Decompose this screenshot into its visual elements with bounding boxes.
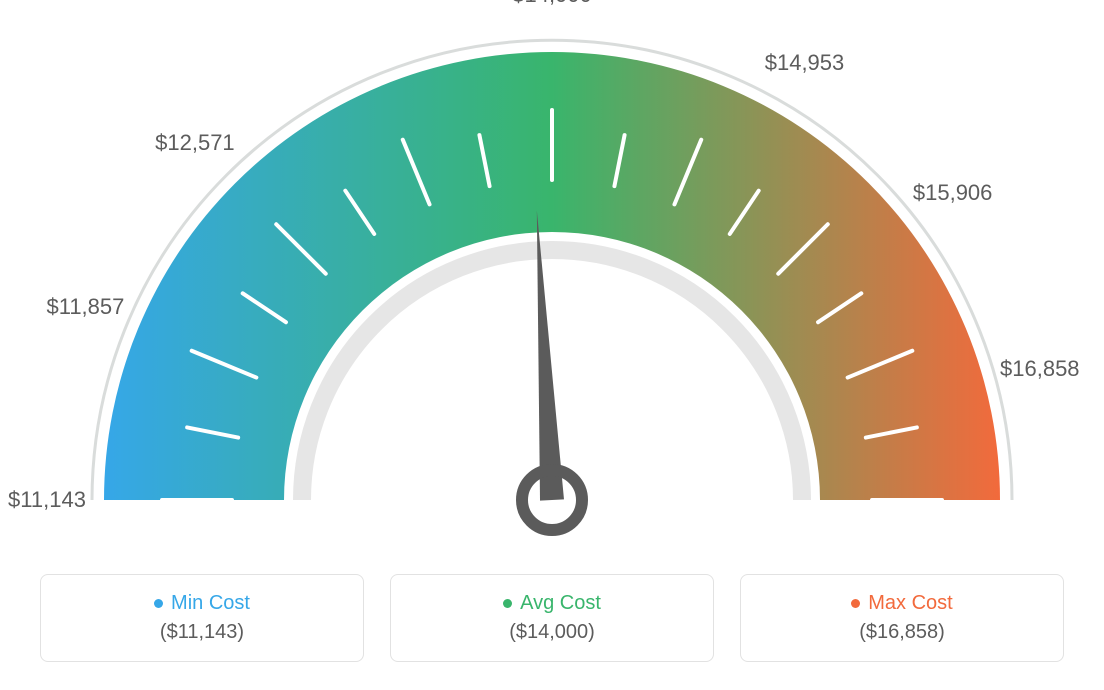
scale-label: $16,858 — [1000, 356, 1080, 382]
legend-max-value: ($16,858) — [859, 621, 945, 644]
scale-label: $11,857 — [46, 294, 124, 320]
scale-label: $14,000 — [512, 0, 592, 8]
legend-avg-label: Avg Cost — [520, 592, 601, 615]
legend-avg-title: Avg Cost — [503, 592, 601, 615]
legend-row: Min Cost ($11,143) Avg Cost ($14,000) Ma… — [40, 574, 1064, 662]
legend-max-label: Max Cost — [868, 592, 952, 615]
legend-min-title: Min Cost — [154, 592, 250, 615]
scale-label: $15,906 — [913, 180, 993, 206]
legend-card-max: Max Cost ($16,858) — [740, 574, 1064, 662]
legend-max-title: Max Cost — [851, 592, 952, 615]
scale-label: $14,953 — [765, 50, 845, 76]
legend-avg-value: ($14,000) — [509, 621, 595, 644]
scale-label: $11,143 — [8, 487, 86, 513]
legend-min-value: ($11,143) — [160, 621, 244, 644]
dot-icon — [851, 599, 860, 608]
legend-card-avg: Avg Cost ($14,000) — [390, 574, 714, 662]
gauge-svg — [0, 0, 1104, 560]
legend-card-min: Min Cost ($11,143) — [40, 574, 364, 662]
dot-icon — [154, 599, 163, 608]
scale-label: $12,571 — [155, 130, 235, 156]
legend-min-label: Min Cost — [171, 592, 250, 615]
gauge-chart: $11,143 $11,857 $12,571 $14,000 $14,953 $15,9… — [0, 0, 1104, 560]
dot-icon — [503, 599, 512, 608]
